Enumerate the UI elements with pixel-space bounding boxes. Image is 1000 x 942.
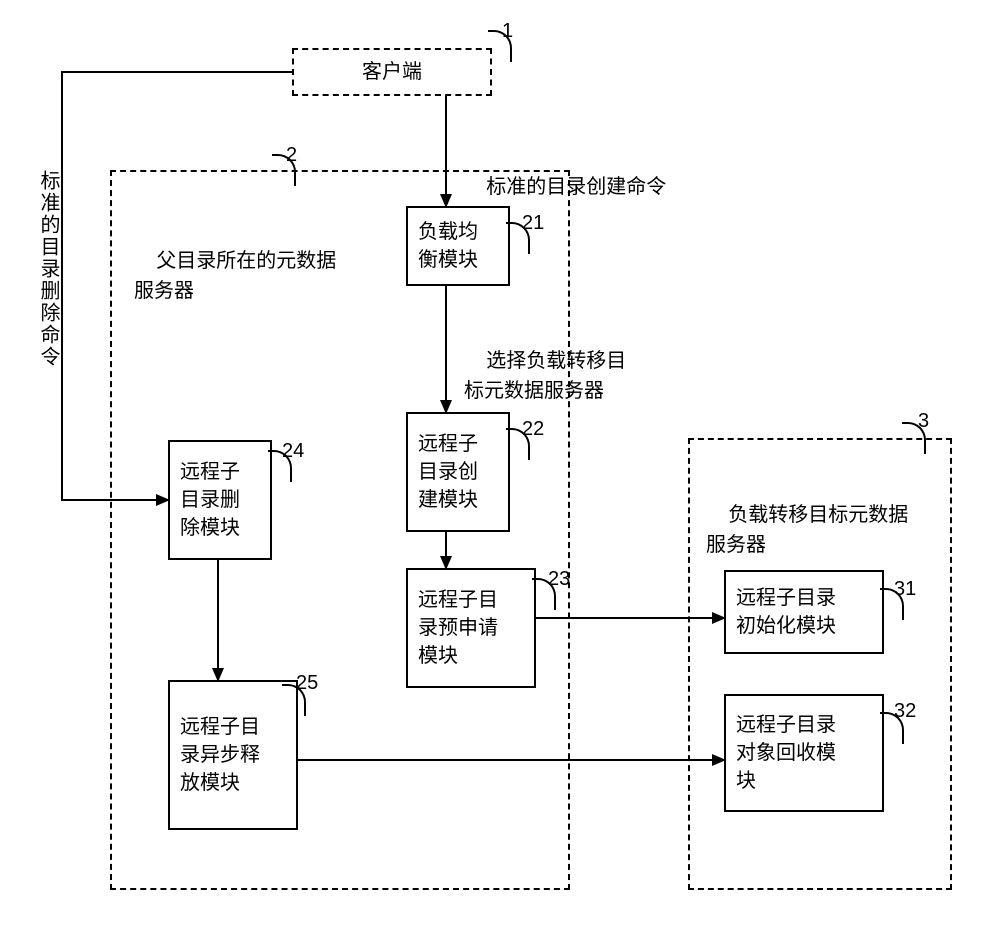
node-remote-subdir-async-release-label: 远程子目 录异步释 放模块: [180, 713, 260, 797]
edge-create-cmd-label: 标准的目录创建命令: [464, 142, 666, 232]
container-target-label: 负载转移目标元数据 服务器: [706, 470, 908, 590]
edge-delete-cmd-text: 标准的目录删除命令: [37, 170, 59, 368]
node-remote-subdir-async-release-module: 远程子目 录异步释 放模块: [168, 680, 298, 830]
node-remote-subdir-delete-module: 远程子 目录删 除模块: [168, 440, 272, 560]
node-client: 客户端: [292, 48, 492, 96]
edge-select-target-label: 选择负载转移目 标元数据服务器: [464, 316, 626, 436]
container-target-label-text: 负载转移目标元数据 服务器: [706, 504, 908, 556]
edge-delete-cmd-label: 标准的目录删除命令: [34, 170, 62, 368]
node-remote-subdir-preapply-label: 远程子目 录预申请 模块: [418, 586, 498, 670]
node-client-label: 客户端: [362, 58, 422, 86]
edge-create-cmd-text: 标准的目录创建命令: [486, 176, 666, 198]
node-remote-subdir-recycle-label: 远程子目录 对象回收模 块: [736, 711, 836, 795]
node-remote-subdir-recycle-module: 远程子目录 对象回收模 块: [724, 694, 884, 812]
container-parent-label: 父目录所在的元数据 服务器: [134, 216, 336, 336]
diagram-canvas: 客户端 负载均 衡模块 远程子 目录创 建模块 远程子目 录预申请 模块 远程子…: [0, 0, 1000, 942]
node-remote-subdir-init-label: 远程子目录 初始化模块: [736, 584, 836, 640]
node-remote-subdir-create-label: 远程子 目录创 建模块: [418, 430, 478, 514]
container-parent-label-text: 父目录所在的元数据 服务器: [134, 250, 336, 302]
node-remote-subdir-delete-label: 远程子 目录删 除模块: [180, 458, 240, 542]
node-remote-subdir-preapply-module: 远程子目 录预申请 模块: [406, 568, 536, 688]
edge-select-target-text: 选择负载转移目 标元数据服务器: [464, 350, 626, 402]
